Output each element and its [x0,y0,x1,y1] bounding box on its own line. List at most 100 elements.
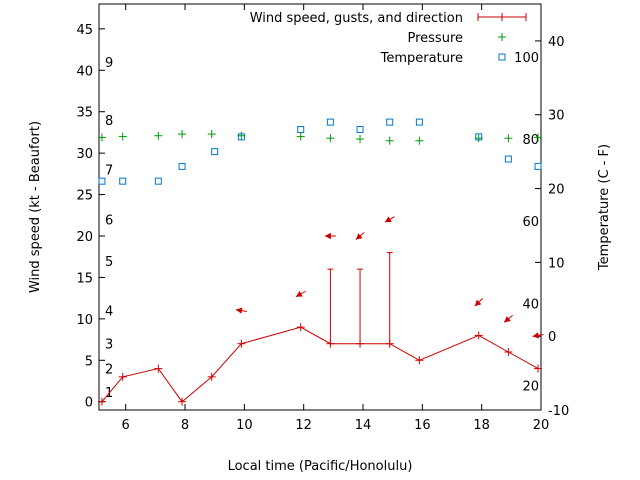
pressure-point [385,136,394,145]
x-tick-label: 16 [414,418,431,433]
pressure-point [118,132,127,141]
legend-label: Wind speed, gusts, and direction [250,11,463,26]
wind-direction-head [504,316,511,323]
y2-tick-label: 0 [548,330,556,345]
temperature-point [534,162,542,170]
legend-pressure-marker [498,33,506,41]
wind-direction-arrow [295,290,306,298]
y-tick-label: 35 [76,106,93,121]
wind-speed-point [474,331,483,340]
beaufort-label: 2 [105,363,113,378]
pressure-point [178,130,187,139]
temperature-point [326,118,334,126]
wind-speed-point [296,323,305,332]
pressure-point [534,133,543,142]
beaufort-label: 8 [105,114,113,129]
pressure-point [296,132,305,141]
legend-label: Pressure [407,31,463,46]
y-tick-label: 0 [85,396,93,411]
temperature-point [119,177,127,185]
x-tick-label: 6 [122,418,130,433]
y-tick-label: 15 [76,271,93,286]
wind-direction-arrow [532,332,544,339]
x-tick-label: 14 [355,418,372,433]
fahrenheit-label: 100 [514,51,539,66]
wind-direction-head [532,332,540,339]
wind-direction-arrow [235,307,247,314]
y-tick-label: 5 [85,354,93,369]
wind-speed-point [154,364,163,373]
wind-direction-head [324,232,331,240]
wind-speed-point [178,397,187,406]
y-tick-label: 45 [76,23,93,38]
wind-direction-head [295,290,303,297]
x-tick-label: 12 [295,418,312,433]
x-tick-label: 20 [533,418,550,433]
wind-speed-point [207,372,216,381]
wind-speed-point [118,372,127,381]
beaufort-label: 3 [105,338,113,353]
beaufort-label: 6 [105,213,113,228]
temperature-point [356,125,364,133]
temperature-point [297,125,305,133]
pressure-point [356,135,365,144]
wind-speed-point [504,348,513,356]
pressure-point [97,133,106,142]
pressure-point [504,134,513,143]
y-axis-label: Wind speed (kt - Beaufort) [28,121,43,293]
y-tick-label: 30 [76,147,93,162]
wind-direction-arrow [324,232,336,240]
wind-speed-point [415,356,424,365]
x-axis-label: Local time (Pacific/Honolulu) [228,459,413,474]
wind-direction-head [235,307,243,314]
y2-tick-label: 40 [548,35,565,50]
wind-speed-point [97,397,106,406]
beaufort-label: 9 [105,56,113,71]
fahrenheit-label: 20 [522,380,539,395]
pressure-point [326,134,335,143]
temperature-point [178,162,186,170]
temperature-point [237,133,245,141]
fahrenheit-label: 60 [522,215,539,230]
legend-temperature-marker [498,53,506,61]
wind-speed-point [534,364,543,373]
y-tick-label: 10 [76,313,93,328]
temperature-point [154,177,162,185]
temperature-point [386,118,394,126]
beaufort-label: 5 [105,255,113,270]
wind-direction-head [474,299,482,307]
temperature-point [475,133,483,141]
pressure-point [154,131,163,140]
beaufort-label: 4 [105,305,113,320]
x-tick-label: 18 [473,418,490,433]
y2-axis-label: Temperature (C - F) [597,144,612,271]
wind-direction-arrow [384,216,395,223]
wind-direction-arrow [503,314,513,323]
temperature-point [98,177,106,185]
pressure-point [207,130,216,139]
y-tick-label: 40 [76,64,93,79]
wind-direction-arrow [474,298,483,307]
y2-tick-label: -10 [548,404,569,419]
fahrenheit-label: 40 [522,298,539,313]
x-tick-label: 8 [181,418,189,433]
temperature-point [504,155,512,163]
wind-speed-point [237,339,246,348]
x-tick-label: 10 [236,418,253,433]
wind-direction-head [384,216,392,223]
wind-direction-head [355,233,363,240]
fahrenheit-label: 80 [522,133,539,148]
y2-tick-label: 10 [548,256,565,271]
y-tick-label: 25 [76,189,93,204]
temperature-point [415,118,423,126]
plot-frame [98,3,542,411]
y2-tick-label: 30 [548,109,565,124]
wind-speed-line [101,326,539,403]
temperature-point [211,148,219,156]
y2-tick-label: 20 [548,183,565,198]
y-tick-label: 20 [76,230,93,245]
pressure-point [415,136,424,145]
legend-label: Temperature [380,51,463,66]
wind-direction-arrow [355,232,365,240]
